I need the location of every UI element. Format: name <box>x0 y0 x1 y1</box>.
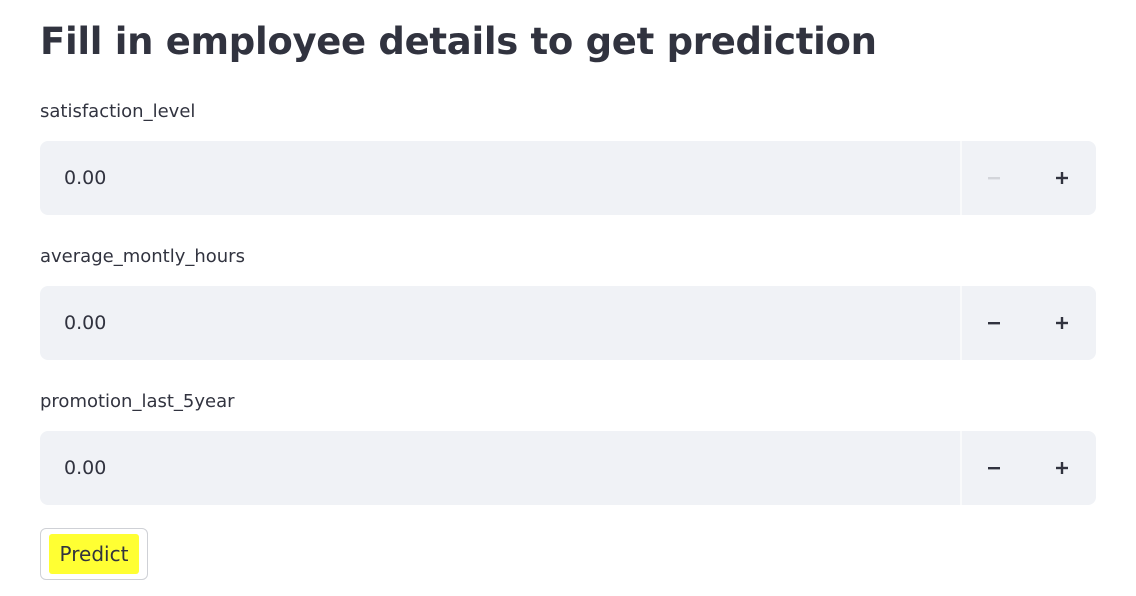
plus-icon <box>1056 462 1068 474</box>
increment-button[interactable] <box>1028 286 1096 360</box>
predict-button-label: Predict <box>59 542 129 566</box>
field-label-average-montly-hours: average_montly_hours <box>40 246 245 267</box>
number-value[interactable]: 0.00 <box>64 457 107 479</box>
page-title: Fill in employee details to get predicti… <box>40 20 877 63</box>
number-input-satisfaction-level: 0.00 <box>40 141 1096 215</box>
number-value[interactable]: 0.00 <box>64 312 107 334</box>
increment-button[interactable] <box>1028 141 1096 215</box>
stepper-divider <box>960 431 962 505</box>
field-label-promotion-last-5year: promotion_last_5year <box>40 391 235 412</box>
decrement-button[interactable] <box>960 286 1028 360</box>
minus-icon <box>988 467 1000 470</box>
number-input-average-montly-hours: 0.00 <box>40 286 1096 360</box>
stepper-divider <box>960 141 962 215</box>
minus-icon <box>988 322 1000 325</box>
increment-button[interactable] <box>1028 431 1096 505</box>
predict-button[interactable]: Predict <box>40 528 148 580</box>
number-value[interactable]: 0.00 <box>64 167 107 189</box>
stepper-divider <box>960 286 962 360</box>
minus-icon <box>988 177 1000 180</box>
number-input-promotion-last-5year: 0.00 <box>40 431 1096 505</box>
decrement-button[interactable] <box>960 431 1028 505</box>
field-label-satisfaction-level: satisfaction_level <box>40 101 196 122</box>
decrement-button[interactable] <box>960 141 1028 215</box>
plus-icon <box>1056 317 1068 329</box>
predict-highlight: Predict <box>49 534 139 574</box>
plus-icon <box>1056 172 1068 184</box>
